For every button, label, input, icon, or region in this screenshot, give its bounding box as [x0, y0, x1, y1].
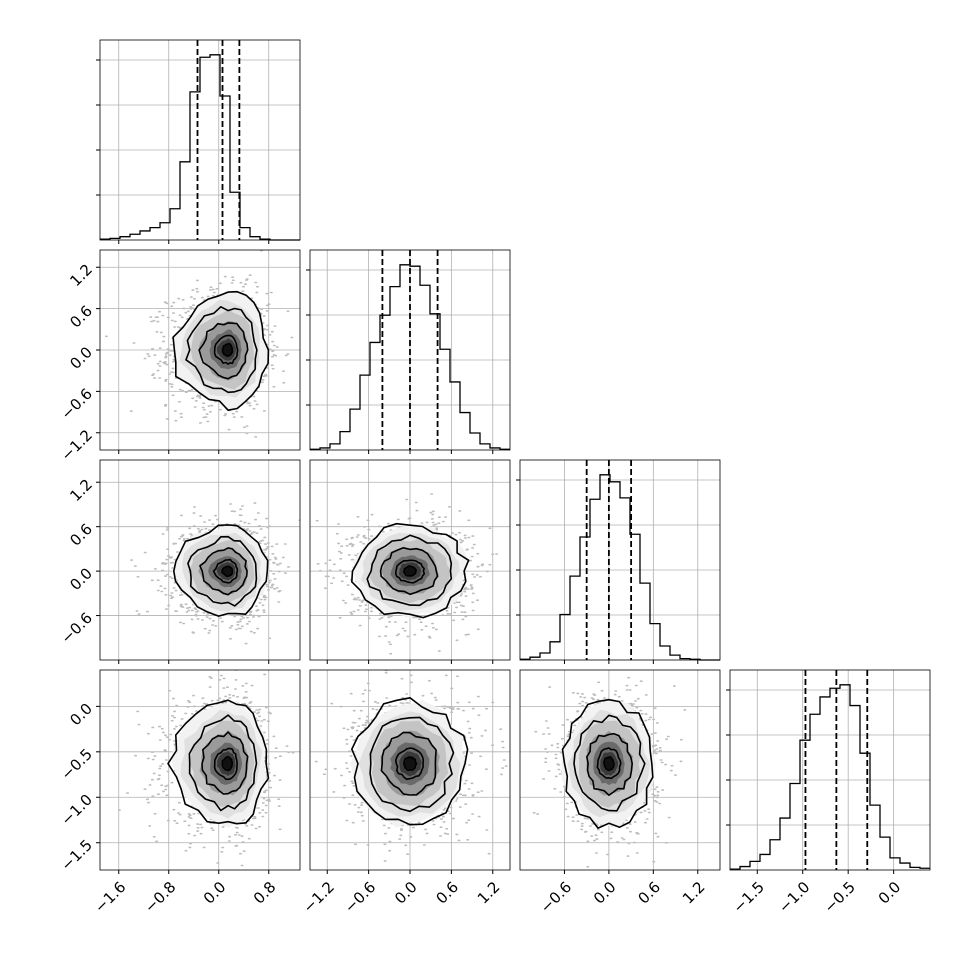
contour-line — [403, 565, 417, 577]
contour-line — [213, 747, 238, 781]
contour-line — [199, 547, 248, 596]
contour-line — [201, 731, 249, 795]
y-tick-label: 0.6 — [66, 302, 96, 332]
contour-line — [603, 756, 615, 772]
histogram-panel-1 — [306, 249, 511, 454]
y-tick-label: −1.5 — [58, 836, 96, 874]
panel-frame — [99, 459, 301, 661]
histogram-step-line — [520, 474, 720, 661]
pair-panel-0-1 — [96, 249, 301, 454]
panel-content — [100, 250, 300, 450]
contour-line — [366, 534, 453, 607]
contour-line — [212, 558, 239, 584]
contour-line — [167, 699, 270, 825]
density-fill — [404, 566, 416, 576]
panel-content — [520, 670, 720, 870]
contour-line — [221, 342, 234, 358]
contour-line — [221, 565, 234, 577]
density-fill — [222, 344, 232, 356]
y-tick-label: −0.6 — [58, 609, 96, 647]
contour-line — [586, 732, 633, 796]
pair-panel-1-2 — [309, 459, 511, 664]
panel-frame — [519, 669, 721, 871]
y-tick-label: 0.0 — [66, 343, 96, 373]
panel-content — [310, 460, 510, 660]
histogram-step-line — [730, 684, 930, 870]
contour-line — [172, 290, 270, 411]
x-tick-label: 1.2 — [679, 878, 709, 908]
x-tick-label: 1.2 — [474, 878, 504, 908]
contour-line — [213, 334, 239, 365]
contour-line — [403, 756, 418, 771]
y-tick-label: −1.2 — [58, 426, 96, 464]
contour-line — [395, 559, 426, 584]
y-tick-label: −1.0 — [58, 791, 96, 829]
x-tick-label: 0.0 — [875, 878, 905, 908]
contour-line — [395, 747, 425, 781]
contour-line — [221, 755, 234, 772]
contour-line — [379, 547, 439, 596]
contour-line — [369, 716, 455, 813]
x-tick-label: −1.5 — [730, 878, 768, 916]
x-tick-label: 0.0 — [200, 878, 230, 908]
pair-panel-2-3 — [519, 669, 721, 874]
contour-line — [351, 522, 470, 619]
contour-line — [187, 535, 258, 607]
density-fill — [222, 757, 232, 770]
x-tick-label: 0.0 — [391, 878, 421, 908]
panel-content — [310, 670, 510, 870]
density-fill — [222, 566, 232, 576]
x-tick-label: −1.2 — [299, 878, 337, 916]
histogram-panel-2 — [516, 459, 721, 664]
contour-line — [188, 714, 258, 812]
x-tick-label: −1.0 — [775, 878, 813, 916]
panel-content — [100, 670, 300, 870]
panel-frame — [99, 39, 301, 241]
pair-panel-0-2 — [96, 459, 301, 664]
contour-line — [573, 714, 646, 812]
panel-content — [100, 460, 300, 660]
x-tick-label: 0.8 — [250, 878, 280, 908]
x-tick-label: −0.6 — [537, 878, 575, 916]
y-tick-label: 0.6 — [66, 520, 96, 550]
panel-frame — [729, 669, 931, 871]
pair-panel-1-3 — [309, 669, 511, 874]
contour-line — [596, 747, 622, 780]
x-tick-label: 0.6 — [433, 878, 463, 908]
contour-line — [380, 731, 437, 796]
panel-frame — [99, 669, 301, 871]
y-tick-label: −0.6 — [58, 385, 96, 423]
x-tick-label: −0.5 — [820, 878, 858, 916]
contour-line — [173, 524, 269, 617]
density-fill — [604, 757, 614, 770]
density-fill — [404, 757, 416, 770]
x-tick-label: 0.0 — [590, 878, 620, 908]
corner-panels: −1.2−0.60.00.61.2−0.60.00.61.2−1.5−1.0−0… — [58, 39, 931, 917]
y-tick-label: 0.0 — [66, 700, 96, 730]
histogram-step-line — [310, 264, 510, 450]
pair-panel-0-3 — [96, 669, 301, 874]
x-tick-label: 0.6 — [634, 878, 664, 908]
contour-line — [185, 306, 258, 394]
contour-line — [561, 698, 654, 829]
y-tick-label: 1.2 — [66, 261, 96, 291]
contour-line — [198, 322, 249, 380]
x-tick-label: −1.6 — [91, 878, 129, 916]
y-tick-label: 1.2 — [66, 476, 96, 506]
y-tick-label: 0.0 — [66, 564, 96, 594]
x-tick-label: −0.8 — [141, 878, 179, 916]
panel-frame — [519, 459, 721, 661]
contour-line — [351, 697, 469, 826]
y-tick-label: −0.5 — [58, 745, 96, 783]
x-tick-label: −0.6 — [341, 878, 379, 916]
histogram-panel-3 — [726, 669, 931, 874]
histogram-step-line — [100, 54, 300, 241]
histogram-panel-0 — [96, 39, 301, 244]
